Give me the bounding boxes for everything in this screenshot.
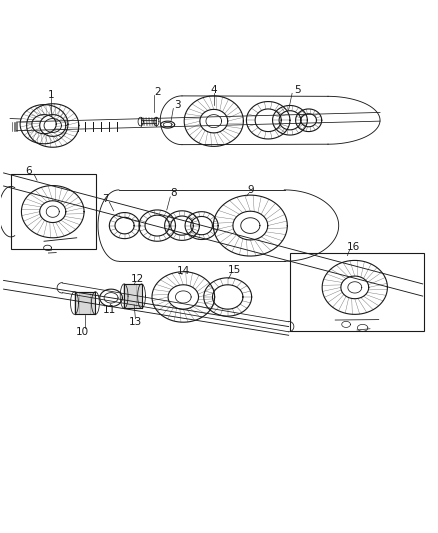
Text: 8: 8 [170,188,177,198]
Text: 4: 4 [211,85,217,95]
Text: 7: 7 [102,194,108,204]
Text: 6: 6 [25,166,32,176]
Text: 1: 1 [48,90,55,100]
Text: 15: 15 [228,265,241,275]
Text: 2: 2 [154,87,160,98]
Text: 11: 11 [102,305,116,315]
Text: 14: 14 [177,266,190,276]
Text: 16: 16 [346,242,360,252]
Text: 10: 10 [75,327,88,337]
Text: 5: 5 [294,85,300,95]
Text: 13: 13 [129,317,142,327]
Text: 12: 12 [131,273,144,284]
Text: 9: 9 [247,185,254,195]
Text: 3: 3 [174,100,181,110]
